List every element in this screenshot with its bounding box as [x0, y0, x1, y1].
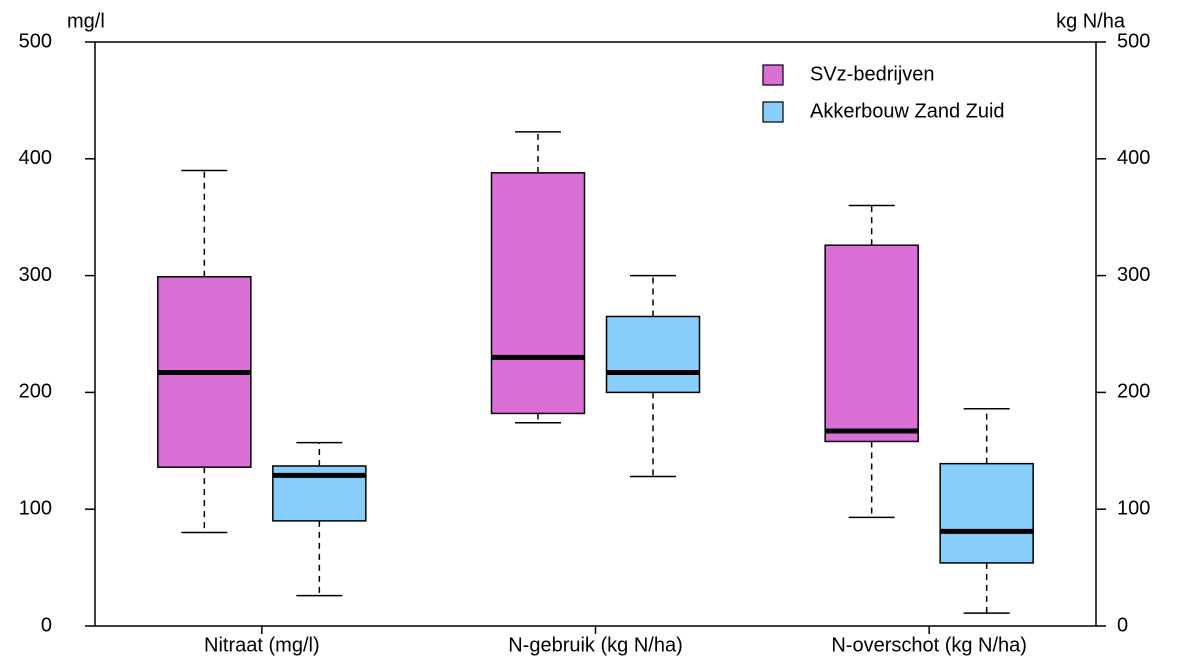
legend-swatch: [762, 101, 784, 123]
y2-axis-label: kg N/ha: [1056, 10, 1126, 32]
y2-tick-label: 100: [1117, 497, 1150, 519]
y-tick-label: 200: [19, 381, 52, 403]
y-tick-label: 100: [19, 497, 52, 519]
y2-tick-label: 300: [1117, 264, 1150, 286]
y-tick-label: 400: [19, 147, 52, 169]
x-tick-label: N-overschot (kg N/ha): [831, 634, 1027, 656]
box: [824, 244, 919, 443]
y-tick-label: 300: [19, 264, 52, 286]
legend-label: Akkerbouw Zand Zuid: [810, 100, 1005, 122]
x-tick-label: N-gebruik (kg N/ha): [508, 634, 683, 656]
y2-tick-label: 500: [1117, 30, 1150, 52]
y-axis-label: mg/l: [67, 10, 105, 32]
box: [605, 315, 701, 394]
y2-tick-label: 400: [1117, 147, 1150, 169]
legend-swatch: [762, 64, 784, 86]
y2-tick-label: 200: [1117, 381, 1150, 403]
y-tick-label: 0: [41, 614, 52, 636]
box: [490, 172, 586, 415]
legend-label: SVz-bedrijven: [810, 63, 935, 85]
y2-tick-label: 0: [1117, 614, 1128, 636]
x-tick-label: Nitraat (mg/l): [204, 634, 320, 656]
y-tick-label: 500: [19, 30, 52, 52]
box: [939, 462, 1034, 564]
